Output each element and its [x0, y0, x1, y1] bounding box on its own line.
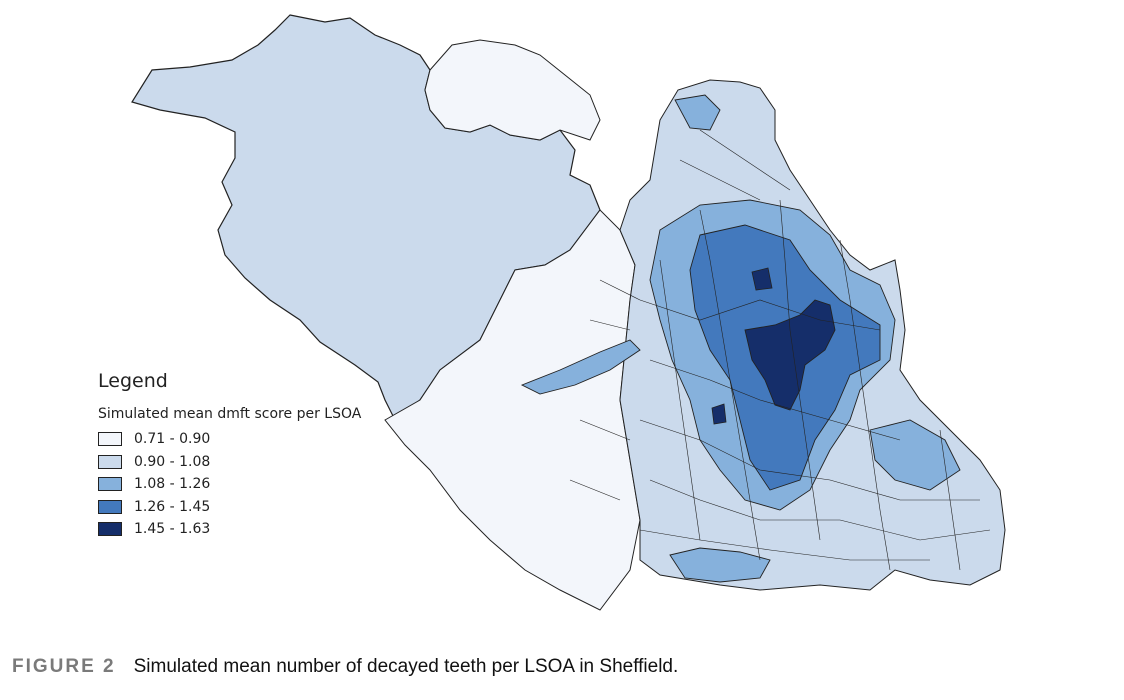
legend-title: Legend: [98, 370, 168, 392]
lsoa-region-north-mid: [674, 94, 721, 131]
legend-label: 0.90 - 1.08: [134, 453, 211, 470]
legend-item: 1.45 - 1.63: [98, 518, 398, 541]
lsoa-region-southeast-mid: [869, 419, 961, 491]
lsoa-region-urban-highest-2: [751, 267, 773, 291]
legend-label: 1.08 - 1.26: [134, 476, 211, 493]
legend-swatch: [98, 477, 122, 492]
legend-swatch: [98, 432, 122, 447]
figure-caption-text: Simulated mean number of decayed teeth p…: [133, 656, 679, 677]
legend-subtitle: Simulated mean dmft score per LSOA: [98, 406, 362, 422]
legend-item: 0.71 - 0.90: [98, 428, 398, 451]
lsoa-region-urban-highest: [744, 299, 836, 411]
figure-number: FIGURE 2: [12, 656, 116, 677]
lsoa-region-north-enclave: [424, 39, 601, 141]
legend-swatch: [98, 454, 122, 469]
legend-item: 0.90 - 1.08: [98, 451, 398, 474]
legend-label: 0.71 - 0.90: [134, 431, 211, 448]
lsoa-region-urban-highest-3: [711, 403, 727, 425]
legend-swatch: [98, 522, 122, 537]
lsoa-region-south-mid: [669, 547, 771, 583]
legend-swatch: [98, 499, 122, 514]
legend-item: 1.26 - 1.45: [98, 496, 398, 519]
legend-label: 1.45 - 1.63: [134, 521, 211, 538]
lsoa-boundaries: [569, 129, 991, 571]
legend-label: 1.26 - 1.45: [134, 498, 211, 515]
lsoa-region-west-spur: [520, 339, 641, 395]
sheffield-choropleth-map: [131, 14, 1006, 611]
map-legend: Legend Simulated mean dmft score per LSO…: [98, 370, 398, 541]
legend-item: 1.08 - 1.26: [98, 473, 398, 496]
figure-caption: FIGURE 2 Simulated mean number of decayed…: [12, 656, 678, 678]
